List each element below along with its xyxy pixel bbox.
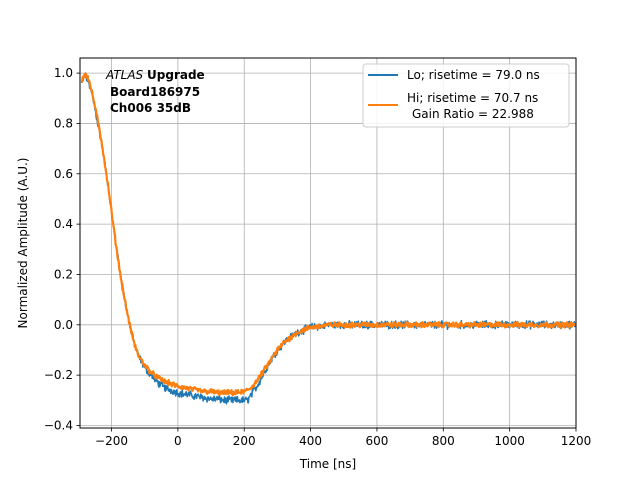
x-tick-label: −200 bbox=[95, 434, 128, 448]
x-tick-label: 600 bbox=[365, 434, 388, 448]
series-layer bbox=[80, 72, 576, 405]
annotation-upgrade: Upgrade bbox=[147, 68, 205, 82]
annotation-channel: Ch006 35dB bbox=[110, 101, 191, 115]
x-tick-label: 1200 bbox=[561, 434, 592, 448]
plot-frame bbox=[79, 57, 577, 429]
x-tick-label: 400 bbox=[299, 434, 322, 448]
experiment-annotation: ATLAS Upgrade Board186975 Ch006 35dB bbox=[105, 68, 205, 115]
annotation-board: Board186975 bbox=[110, 85, 200, 99]
y-tick-label: 0.0 bbox=[54, 318, 73, 332]
legend-label-lo: Lo; risetime = 79.0 ns bbox=[407, 68, 540, 82]
y-tick-label: −0.4 bbox=[44, 418, 73, 432]
y-tick-label: 1.0 bbox=[54, 66, 73, 80]
annotation-atlas: ATLAS bbox=[105, 68, 144, 82]
legend: Lo; risetime = 79.0 ns Hi; risetime = 70… bbox=[362, 63, 570, 128]
y-tick-label: −0.2 bbox=[44, 368, 73, 382]
x-tick-label: 800 bbox=[432, 434, 455, 448]
y-axis-label: Normalized Amplitude (A.U.) bbox=[16, 158, 30, 329]
x-tick-label: 0 bbox=[174, 434, 182, 448]
y-tick-label: 0.6 bbox=[54, 167, 73, 181]
y-tick-label: 0.4 bbox=[54, 217, 73, 231]
series-line-hi bbox=[80, 72, 576, 397]
y-tick-label: 0.8 bbox=[54, 116, 73, 130]
svg-text:ATLAS Upgrade: ATLAS Upgrade bbox=[105, 68, 205, 82]
legend-box bbox=[362, 63, 570, 128]
axis-ticks: −200 0 200 400 600 800 1000 1200 −0.4 −0.2 0.0 0.2 0… bbox=[44, 66, 591, 448]
x-tick-label: 1000 bbox=[494, 434, 525, 448]
x-axis-label: Time [ns] bbox=[299, 457, 356, 471]
legend-label-hi: Hi; risetime = 70.7 ns bbox=[407, 91, 538, 105]
legend-label-gain-ratio: Gain Ratio = 22.988 bbox=[412, 107, 534, 121]
x-tick-label: 200 bbox=[233, 434, 256, 448]
y-tick-label: 0.2 bbox=[54, 267, 73, 281]
